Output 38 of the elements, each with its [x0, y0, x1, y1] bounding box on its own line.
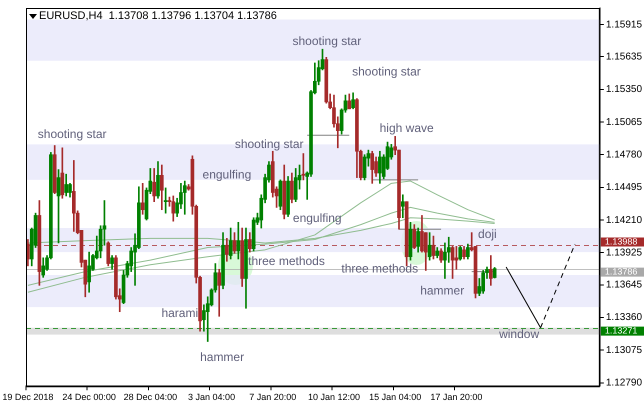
x-tick-label: 17 Jan 20:00 [430, 392, 482, 402]
y-tick-label: 1.13925 [606, 247, 642, 258]
annotation: hammer [420, 283, 464, 298]
x-tick-label: 28 Dec 04:00 [124, 392, 178, 402]
x-tick-label: 10 Jan 12:00 [308, 392, 360, 402]
annotation: shooting star [352, 64, 421, 79]
annotation: window [498, 327, 540, 342]
annotation: three methods [248, 254, 325, 268]
x-tick-label: 3 Jan 04:00 [188, 392, 236, 402]
x-tick-label: 19 Dec 2018 [2, 392, 54, 402]
y-tick-label: 1.15350 [606, 84, 642, 96]
y-tick-label: 1.13075 [606, 344, 642, 356]
y-tick-label: 1.13360 [606, 312, 642, 324]
y-tick-label: 1.15915 [606, 19, 642, 30]
annotation: doji [478, 227, 497, 242]
y-tick-label: 1.14780 [606, 149, 642, 160]
x-tick-label: 15 Jan 04:00 [369, 392, 422, 402]
annotation: shooting star [234, 136, 304, 151]
annotation: hammer [200, 350, 244, 364]
annotation: shooting star [292, 34, 362, 48]
y-tick-label: 1.14495 [606, 182, 642, 194]
y-tick-label: 1.13645 [606, 280, 642, 291]
annotation: harami [161, 306, 198, 320]
x-tick-label: 7 Jan 20:00 [249, 392, 296, 402]
y-tick-label: 1.12790 [606, 378, 642, 389]
ref-line-label: 1.13271 [604, 326, 638, 336]
annotation: engulfing [202, 168, 252, 182]
annotation: three methods [341, 262, 418, 276]
annotation: high wave [380, 121, 434, 136]
y-tick-label: 1.15065 [606, 116, 642, 128]
ref-line-label: 1.13988 [604, 236, 638, 246]
annotation: shooting star [38, 127, 106, 142]
chart-title: EURUSD,H4 1.13708 1.13796 1.13704 1.13786 [39, 10, 277, 23]
ref-line-label: 1.13786 [604, 266, 638, 277]
y-tick-label: 1.14210 [606, 214, 642, 226]
y-tick-label: 1.15635 [606, 51, 642, 62]
annotation: engulfing [292, 211, 342, 226]
x-tick-label: 24 Dec 00:00 [62, 392, 116, 402]
